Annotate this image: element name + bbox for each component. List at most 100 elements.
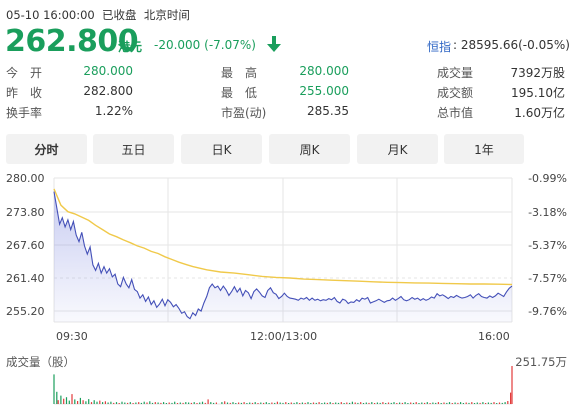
volume-bar (88, 399, 90, 404)
volume-bar (146, 402, 148, 404)
y-left-tick: 267.60 (6, 239, 45, 252)
volume-bar (251, 402, 254, 404)
volume-bar (437, 402, 439, 404)
volume-bar (268, 403, 270, 404)
volume-bar (293, 402, 295, 404)
tab-one-year[interactable]: 1年 (444, 134, 524, 164)
tab-weekly-k[interactable]: 周K (269, 134, 350, 164)
volume-bar (179, 402, 181, 404)
volume-bar (399, 402, 401, 404)
volume-bar (382, 402, 384, 404)
volume-bar (215, 402, 217, 404)
volume-bar (185, 402, 187, 404)
volume-bar (371, 402, 373, 404)
tab-daily-k[interactable]: 日K (181, 134, 262, 164)
volume-bar (210, 402, 212, 404)
volume-bar (79, 397, 81, 404)
volume-bar (240, 402, 242, 404)
index-value: : 28595.66(-0.05%) (453, 38, 570, 52)
volume-bar (213, 402, 215, 404)
volume-bar (429, 403, 431, 404)
volume-bar (376, 402, 378, 404)
volume-bar (487, 402, 489, 404)
volume-bar (443, 402, 445, 404)
volume-bar (60, 395, 62, 404)
volume-bar (321, 403, 323, 404)
volume-bar (440, 403, 442, 404)
volume-bar (56, 391, 58, 404)
volume-bar (254, 402, 256, 404)
x-tick: 16:00 (478, 330, 510, 343)
volume-bar (410, 402, 412, 404)
volume-bar (301, 402, 303, 404)
stat-label: 昨 收 (6, 86, 43, 100)
volume-bar (246, 403, 248, 404)
volume-bar (121, 401, 123, 404)
volume-bar (176, 403, 179, 404)
volume-bar (354, 402, 356, 404)
volume-bar (68, 400, 70, 404)
stat-value: 195.10亿 (511, 86, 565, 100)
volume-bar (471, 402, 473, 404)
volume-bar (304, 402, 306, 404)
stat-value: 1.60万亿 (514, 106, 565, 120)
volume-bar (482, 402, 484, 404)
volume-bar (318, 402, 320, 404)
volume-bar (424, 402, 426, 404)
volume-bar (315, 402, 317, 404)
volume-bar (510, 392, 512, 404)
volume-bar (490, 402, 492, 404)
tab-five-day[interactable]: 五日 (93, 134, 174, 164)
volume-bar (132, 403, 134, 404)
volume-bar (290, 402, 292, 404)
volume-bar (479, 402, 481, 404)
volume-bar (154, 402, 156, 404)
stat-label: 总市值 (437, 106, 474, 120)
volume-bar (221, 402, 223, 404)
tab-intraday[interactable]: 分时 (6, 134, 87, 164)
volume-bar (401, 402, 403, 404)
volume-bar (57, 400, 59, 404)
volume-bar (113, 402, 115, 404)
volume-bar (507, 401, 509, 404)
tab-monthly-k[interactable]: 月K (357, 134, 438, 164)
volume-bar (351, 401, 353, 404)
volume-bar (168, 402, 170, 404)
volume-bar (332, 403, 334, 404)
volume-bar (160, 402, 162, 404)
volume-bar (504, 402, 506, 404)
volume-bar (407, 403, 409, 404)
volume-bar (238, 402, 240, 404)
index-link[interactable]: 恒指 (427, 40, 452, 54)
volume-bar (501, 402, 503, 404)
volume-bar (82, 400, 84, 404)
y-left-tick: 280.00 (6, 172, 45, 185)
volume-bar (163, 402, 165, 404)
datetime: 05-10 16:00:00 (6, 8, 95, 22)
volume-bar (135, 402, 137, 404)
volume-bar (104, 401, 106, 404)
stat-label: 换手率 (6, 106, 43, 120)
volume-bar (349, 402, 351, 404)
y-left-tick: 273.80 (6, 206, 45, 219)
stat-value: 280.000 (299, 64, 349, 78)
y-left-tick: 255.20 (6, 305, 45, 318)
volume-bar (171, 402, 173, 404)
x-tick: 09:30 (56, 330, 88, 343)
volume-bar (99, 400, 101, 404)
volume-bar (93, 400, 95, 404)
volume-bar (310, 403, 312, 404)
volume-bar (232, 402, 234, 404)
volume-bar (457, 402, 459, 404)
volume-bar (365, 402, 367, 404)
last-price: 262.800 (5, 24, 139, 59)
volume-bar (454, 402, 456, 404)
volume-bar (260, 402, 262, 404)
volume-bar (74, 399, 76, 404)
volume-bar (140, 402, 142, 404)
volume-bar (415, 402, 417, 404)
volume-bar (279, 402, 281, 404)
volume-bar (190, 402, 192, 404)
volume-bar (196, 403, 198, 404)
volume-bar (77, 401, 79, 404)
